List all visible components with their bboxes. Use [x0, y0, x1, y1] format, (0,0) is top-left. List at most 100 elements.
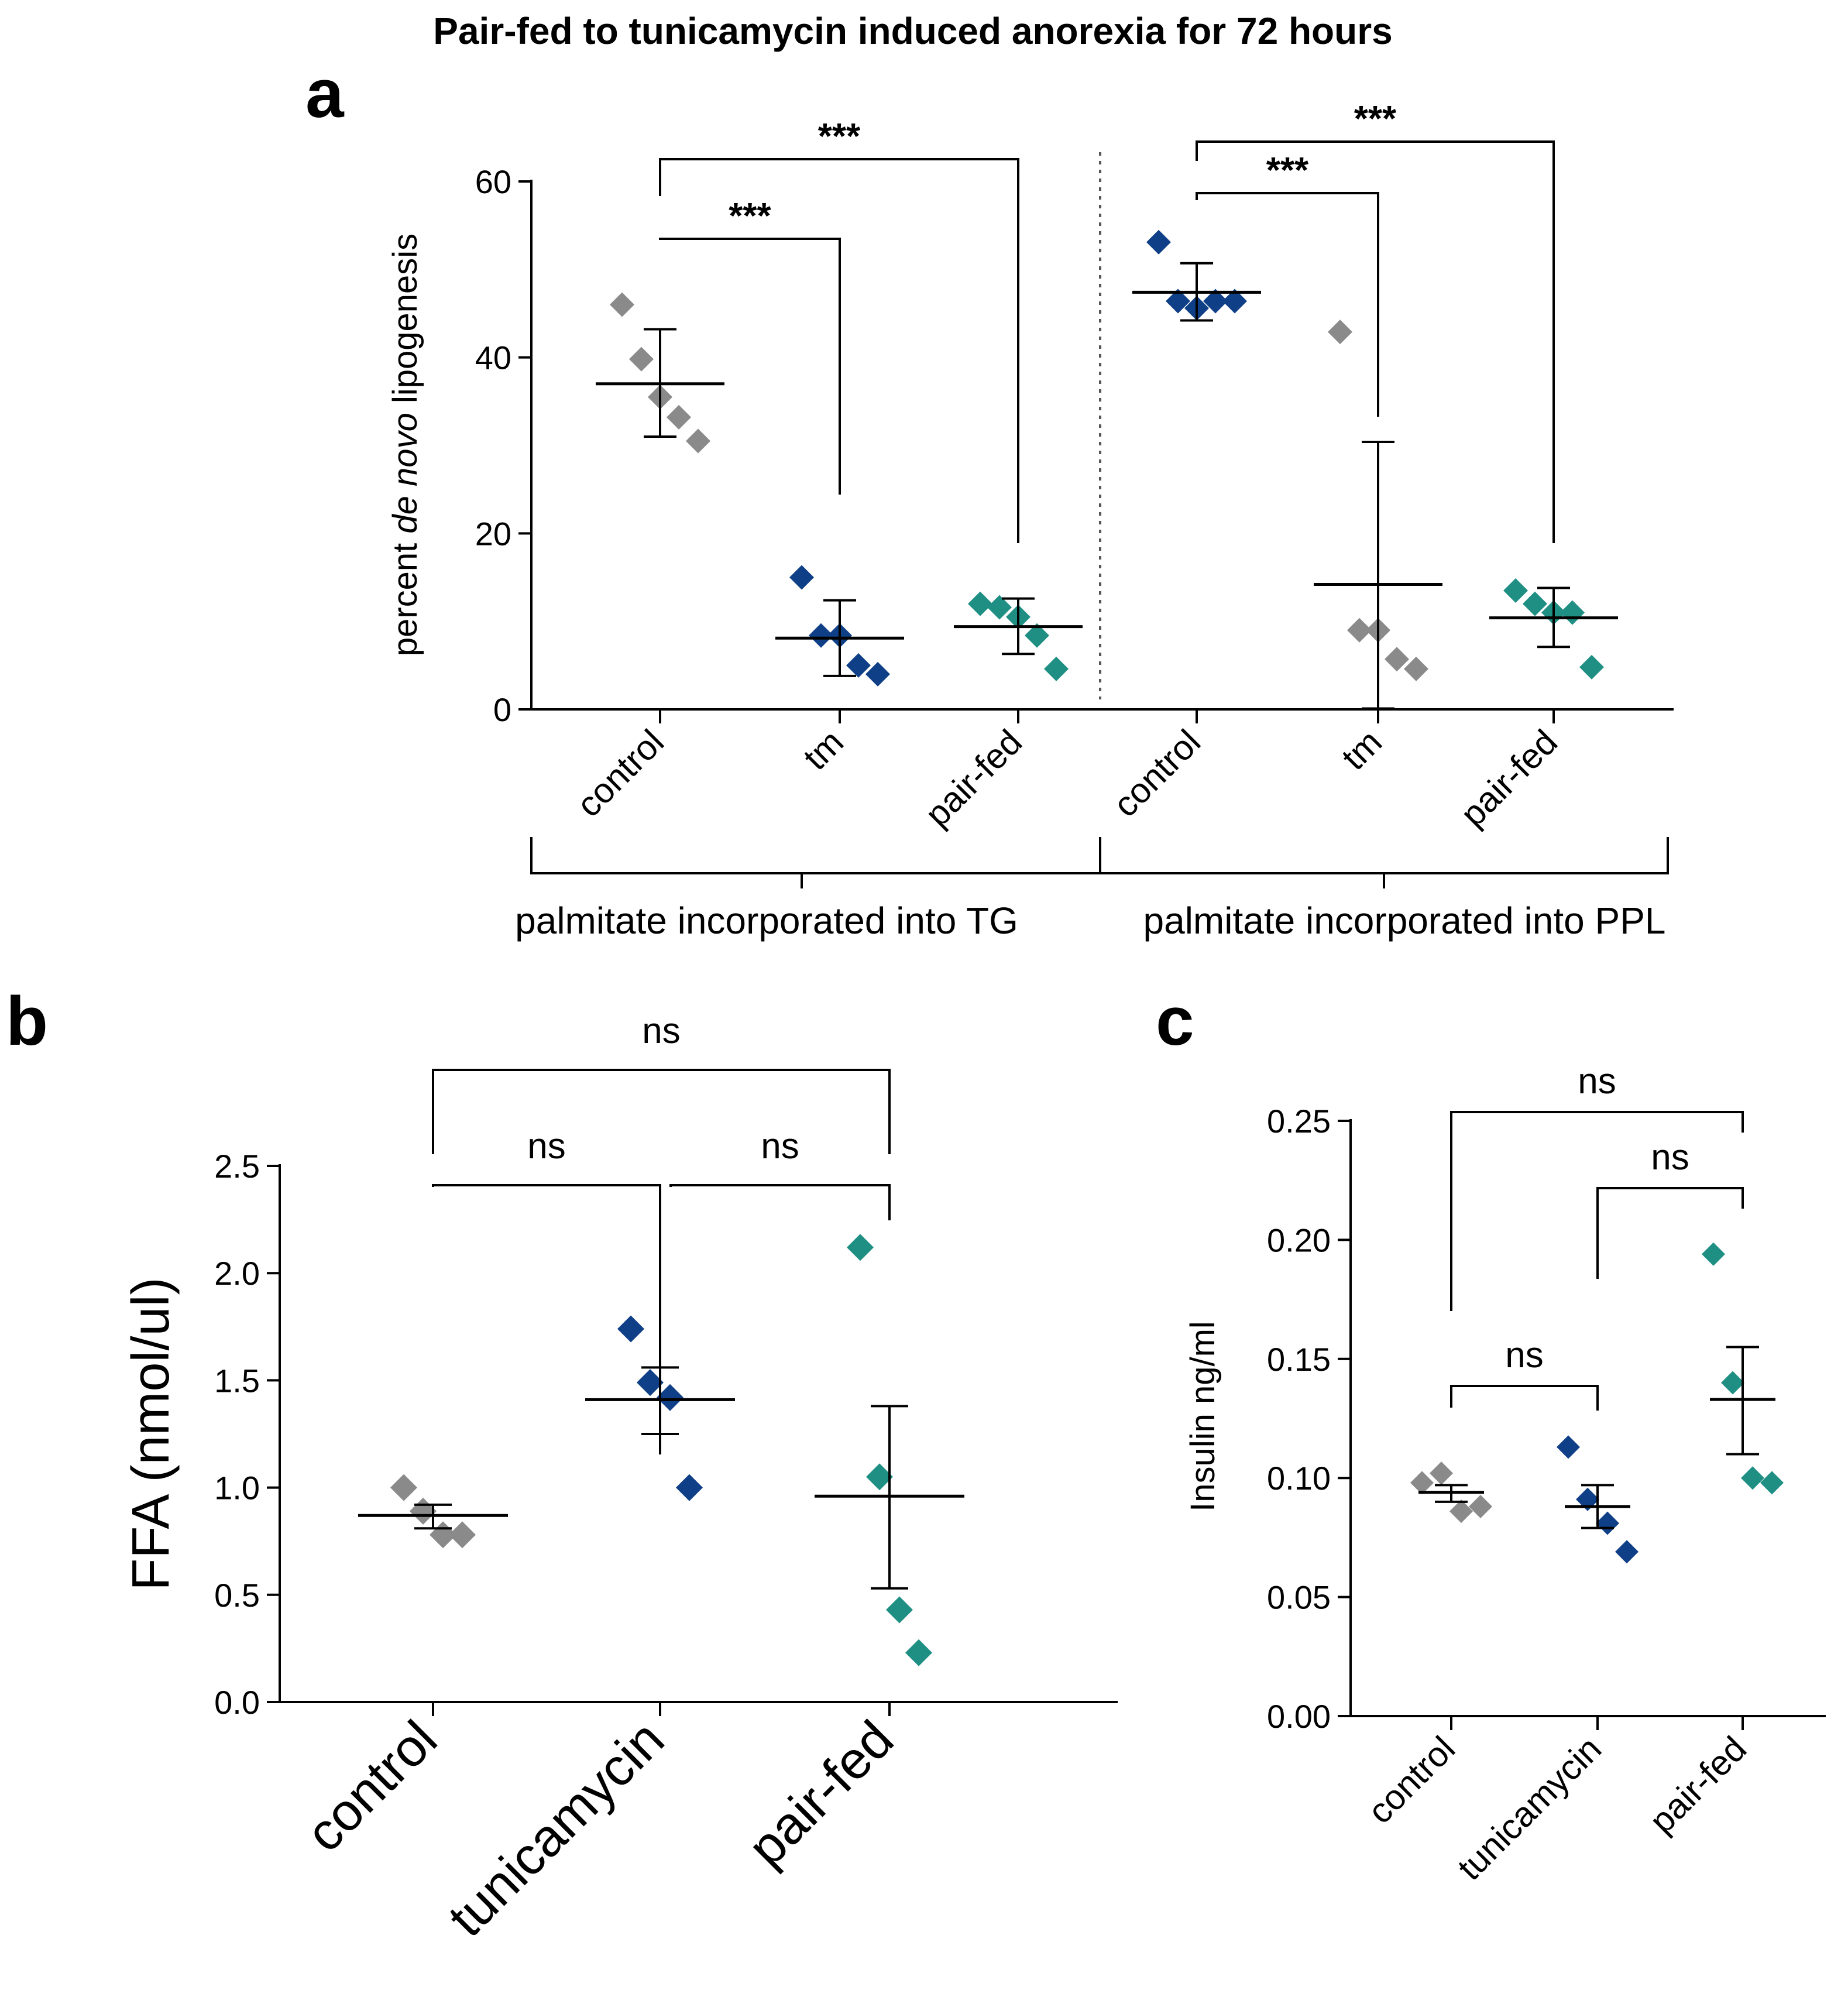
data-point — [667, 404, 691, 430]
significance-bracket — [669, 1184, 891, 1220]
significance-label: *** — [1266, 150, 1309, 191]
data-point — [637, 1369, 664, 1397]
significance-label: ns — [761, 1126, 799, 1166]
data-point — [657, 1384, 683, 1411]
x-tick-label: control — [295, 1710, 448, 1863]
significance-label: *** — [818, 116, 861, 157]
x-tick-label: control — [1105, 722, 1208, 825]
y-tick-label: 0.0 — [214, 1684, 260, 1721]
y-tick-label: 0.10 — [1267, 1460, 1331, 1497]
data-point — [866, 1463, 893, 1491]
significance-bracket — [1196, 192, 1379, 417]
significance-bracket — [659, 238, 841, 495]
data-point — [865, 661, 890, 687]
data-point — [1328, 320, 1352, 345]
significance-bracket — [1450, 1385, 1599, 1411]
data-point — [1523, 591, 1547, 616]
y-tick-label: 0.00 — [1267, 1698, 1331, 1735]
x-tick-label: tm — [796, 722, 851, 778]
panel-b: b 0.0 0.5 1.0 1.5 2.0 2.5 FFA (nmol/ul) controlt… — [6, 983, 1118, 1948]
data-point — [629, 346, 654, 372]
group-label: palmitate incorporated into TG — [515, 900, 1018, 942]
data-point — [1615, 1540, 1639, 1564]
data-point — [676, 1474, 703, 1501]
data-point — [1579, 654, 1604, 680]
y-tick-label: 2.5 — [214, 1148, 260, 1185]
x-tick-label: control — [1360, 1729, 1462, 1831]
data-point — [809, 623, 833, 648]
data-point — [886, 1596, 913, 1624]
y-tick-label: 0.5 — [214, 1577, 260, 1614]
y-tick-label: 2.0 — [214, 1255, 260, 1292]
y-tick-label: 0.15 — [1267, 1341, 1331, 1378]
data-point — [1557, 1435, 1580, 1459]
data-point — [987, 595, 1012, 620]
data-point — [1410, 1471, 1434, 1495]
y-axis-label: FFA (nmol/ul) — [122, 1277, 180, 1590]
significance-label: *** — [729, 196, 771, 236]
x-tick-label: pair-fed — [1453, 722, 1565, 834]
y-tick-label: 0.25 — [1267, 1103, 1331, 1140]
x-tick-label: pair-fed — [737, 1710, 905, 1877]
data-point — [686, 428, 710, 454]
data-point — [1741, 1466, 1764, 1490]
data-point — [968, 591, 992, 616]
significance-label: ns — [1505, 1335, 1543, 1375]
data-point — [617, 1315, 644, 1343]
significance-label: ns — [1651, 1137, 1689, 1178]
x-tick-label: pair-fed — [918, 722, 1029, 834]
significance-bracket — [432, 1069, 891, 1154]
x-tick-label: tunicamycin — [1450, 1729, 1609, 1888]
data-point — [1404, 656, 1428, 681]
data-point — [1469, 1495, 1492, 1519]
data-point — [1449, 1500, 1473, 1524]
panel-letter: a — [305, 55, 345, 132]
data-point — [1385, 647, 1409, 672]
data-point — [1222, 289, 1247, 314]
group-bracket — [530, 837, 1101, 874]
panel-letter: c — [1156, 983, 1194, 1060]
data-point — [846, 653, 871, 678]
data-point — [1430, 1461, 1453, 1485]
y-tick-label: 0 — [493, 691, 511, 728]
panel-letter: b — [6, 983, 48, 1060]
y-tick-label: 60 — [475, 163, 511, 200]
y-tick-label: 1.0 — [214, 1470, 260, 1507]
data-point — [1560, 600, 1585, 625]
figure-title: Pair-fed to tunicamycin induced anorexia… — [433, 10, 1392, 52]
x-tick-label: control — [569, 722, 671, 825]
y-tick-label: 0.05 — [1267, 1579, 1331, 1616]
y-tick-label: 40 — [475, 339, 511, 376]
data-point — [1702, 1242, 1725, 1266]
data-point — [390, 1474, 417, 1501]
data-point — [1503, 578, 1528, 603]
data-point — [1146, 229, 1171, 255]
data-point — [449, 1521, 476, 1549]
group-bracket — [1099, 837, 1669, 874]
y-axis-label: percent de novo lipogenesis — [386, 234, 424, 656]
significance-bracket — [1196, 140, 1555, 543]
data-point — [1166, 289, 1190, 314]
x-tick-label: tunicamycin — [437, 1710, 675, 1948]
data-point — [789, 565, 814, 590]
data-point — [1044, 656, 1069, 681]
data-point — [1721, 1371, 1744, 1395]
x-tick-label: tm — [1334, 722, 1390, 778]
significance-bracket — [1596, 1187, 1744, 1279]
data-point — [1025, 623, 1049, 648]
y-tick-label: 20 — [475, 515, 511, 552]
data-point — [1760, 1471, 1784, 1495]
y-tick-label: 0.20 — [1267, 1222, 1331, 1258]
y-tick-label: 1.5 — [214, 1362, 260, 1399]
group-label: palmitate incorporated into PPL — [1143, 900, 1666, 942]
data-point — [1203, 289, 1228, 314]
panel-a: a 0 20 40 60 percent de novo lipogenesis contr… — [305, 55, 1674, 942]
significance-label: ns — [642, 1011, 680, 1051]
significance-label: *** — [1354, 99, 1397, 139]
data-point — [1596, 1511, 1619, 1535]
significance-bracket — [659, 158, 1019, 543]
significance-label: ns — [527, 1126, 565, 1166]
data-point — [847, 1234, 874, 1261]
y-axis-label: Insulin ng/ml — [1184, 1321, 1222, 1512]
significance-bracket — [1450, 1111, 1744, 1311]
